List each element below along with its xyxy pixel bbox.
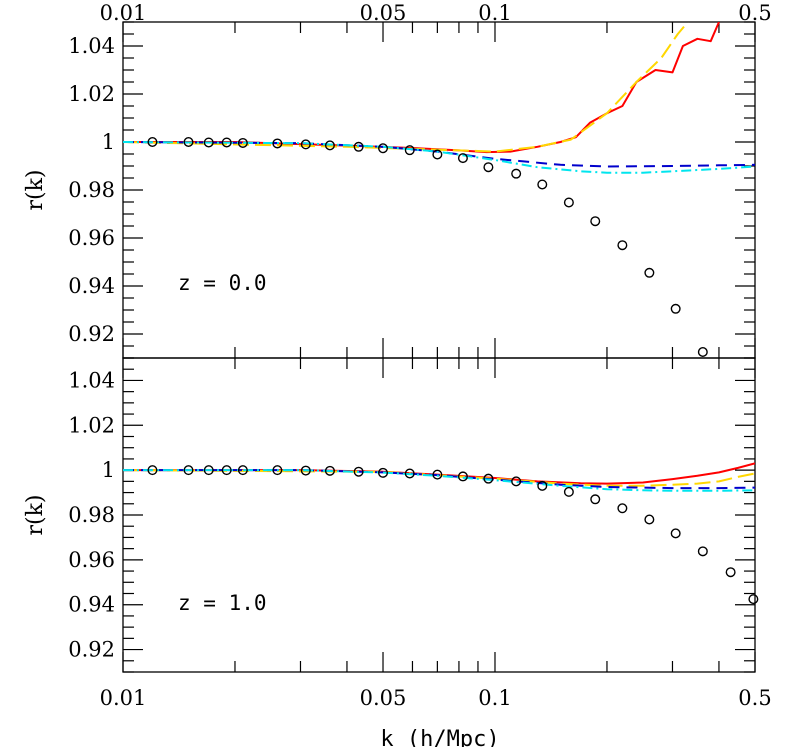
data-point — [617, 503, 628, 514]
data-point — [537, 480, 548, 491]
x-tick-label: 0.05 — [360, 1, 407, 25]
series-line-dashed — [123, 141, 755, 168]
x-tick-label: 0.5 — [738, 686, 771, 710]
y-tick-label: 0.94 — [68, 274, 115, 298]
series-line-dash-dot — [123, 469, 755, 492]
data-point — [237, 137, 248, 148]
y-tick-label: 1 — [102, 130, 115, 154]
y-tick-label: 0.94 — [68, 593, 115, 617]
y-tick-label: 0.96 — [68, 548, 115, 572]
series-line-dash-dot — [123, 141, 755, 174]
data-point — [697, 347, 708, 358]
y-tick-label: 1.02 — [68, 82, 115, 106]
y-tick-label: 1.04 — [68, 368, 115, 392]
data-point — [457, 471, 468, 482]
data-point — [147, 136, 158, 147]
data-point — [404, 468, 415, 479]
data-point — [511, 476, 522, 487]
data-point — [432, 469, 443, 480]
y-tick-label: 0.96 — [68, 226, 115, 250]
series-line-long-dash — [123, 22, 689, 153]
data-point — [237, 465, 248, 476]
plot-frame — [122, 21, 756, 359]
data-point — [590, 494, 601, 505]
data-point — [272, 465, 283, 476]
data-point — [378, 143, 389, 154]
data-point — [404, 145, 415, 156]
data-point — [147, 465, 158, 476]
y-axis-label: r(k) — [23, 169, 48, 210]
data-point — [511, 168, 522, 179]
data-point — [563, 486, 574, 497]
y-tick-label: 0.98 — [68, 178, 115, 202]
data-point — [748, 594, 759, 605]
data-point — [483, 473, 494, 484]
data-point — [617, 240, 628, 251]
x-tick-label: 0.01 — [100, 1, 147, 25]
data-point — [483, 162, 494, 173]
y-tick-label: 0.98 — [68, 503, 115, 527]
x-tick-label: 0.1 — [478, 686, 511, 710]
x-axis-label: k (h/Mpc) — [380, 727, 499, 747]
data-point — [644, 514, 655, 525]
data-point — [324, 465, 335, 476]
top-panel: 0.92 0.94 0.96 0.98 1 1.02 1.04 0.01 0.05 0.1 0.5 r… — [23, 1, 772, 359]
y-tick-label: 0.92 — [68, 638, 115, 662]
data-point — [203, 465, 214, 476]
data-point — [644, 267, 655, 278]
data-point — [183, 136, 194, 147]
data-point — [221, 137, 232, 148]
y-tick-label: 1 — [102, 458, 115, 482]
data-point — [272, 138, 283, 149]
data-point — [670, 303, 681, 314]
x-tick-label: 0.01 — [100, 686, 147, 710]
data-point — [378, 467, 389, 478]
data-point — [300, 465, 311, 476]
y-axis-label: r(k) — [23, 494, 48, 535]
series-line-solid — [123, 22, 720, 154]
data-point — [353, 466, 364, 477]
data-point — [183, 465, 194, 476]
y-tick-label: 0.92 — [68, 322, 115, 346]
series-line-solid — [123, 462, 755, 485]
redshift-annotation: z = 1.0 — [178, 591, 267, 615]
data-point — [563, 197, 574, 208]
y-tick-label: 1.02 — [68, 413, 115, 437]
data-point — [457, 153, 468, 164]
data-point — [697, 546, 708, 557]
data-point — [221, 465, 232, 476]
y-tick-label: 1.04 — [68, 34, 115, 58]
data-point — [203, 137, 214, 148]
data-point — [590, 216, 601, 227]
x-tick-label: 0.1 — [478, 1, 511, 25]
data-point — [432, 149, 443, 160]
bottom-panel: 0.92 0.94 0.96 0.98 1 1.02 1.04 0.01 0.05 0.1 0.5 r… — [23, 357, 772, 710]
plot-area — [123, 22, 755, 174]
data-point — [353, 141, 364, 152]
data-point — [670, 528, 681, 539]
data-point — [725, 567, 736, 578]
plot-frame — [122, 357, 756, 673]
redshift-annotation: z = 0.0 — [178, 271, 267, 295]
x-tick-label: 0.05 — [360, 686, 407, 710]
data-point — [324, 140, 335, 151]
plot-area — [123, 462, 755, 492]
x-tick-label: 0.5 — [738, 1, 771, 25]
data-point — [537, 179, 548, 190]
data-point — [300, 139, 311, 150]
